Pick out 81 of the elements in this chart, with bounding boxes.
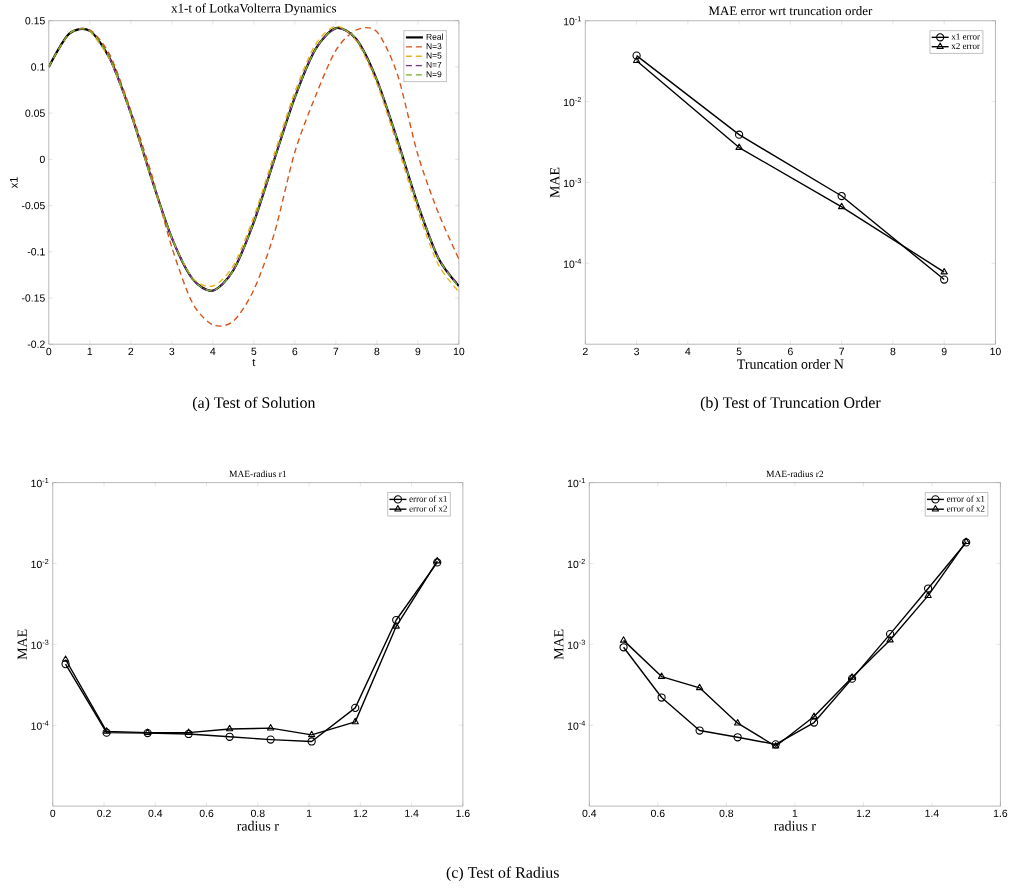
y-tick-label: 10$^{-2}$: [31, 559, 49, 569]
x-tick-label: 0.4: [148, 809, 163, 818]
legend-label: N=5: [426, 52, 442, 59]
x-tick-label: 5: [251, 347, 257, 356]
x-tick-label: 1.4: [405, 809, 419, 817]
y-tick-label: 0.05: [25, 109, 45, 117]
x-tick-label: 2: [128, 347, 134, 356]
legend-label: Real: [426, 33, 443, 40]
x-tick-label: 0.8: [250, 809, 265, 818]
x-tick-label: 3: [169, 347, 175, 356]
x-tick-label: 9: [941, 347, 947, 356]
x-tick-label: 3: [634, 347, 640, 356]
x-tick-label: 0.8: [719, 809, 734, 818]
x-tick-label: 0.6: [650, 809, 665, 818]
x-axis-title: t: [252, 359, 256, 367]
x-tick-label: 5: [736, 347, 742, 356]
x-tick-label: 1.6: [456, 809, 470, 818]
chart-title: MAE-radius r1: [229, 470, 287, 478]
y-tick-label: 0: [39, 155, 45, 164]
x-tick-label: 0: [50, 809, 56, 818]
y-tick-label: 10$^{-1}$: [567, 478, 585, 488]
legend-label: error of x1: [946, 495, 985, 503]
y-axis-title: MAE: [554, 629, 564, 660]
x-tick-label: 0.4: [582, 809, 597, 818]
legend-label: error of x2: [409, 505, 447, 512]
y-tick-label: 0.1: [31, 63, 45, 71]
x-tick-label: 10: [990, 347, 1001, 356]
y-tick-label: -0.1: [27, 248, 45, 256]
y-tick-label: 10$^{-1}$: [31, 478, 49, 488]
legend-label: N=7: [426, 62, 442, 68]
chart-title: MAE error wrt truncation order: [708, 6, 873, 16]
legend-label: error of x2: [946, 505, 985, 512]
y-tick-label: -0.2: [27, 340, 45, 349]
y-tick-label: -0.05: [21, 202, 45, 210]
x-tick-label: 7: [333, 347, 339, 356]
x-axis-title: radius r: [237, 821, 279, 831]
y-tick-label: 10$^{-4}$: [563, 258, 582, 269]
chart-title: MAE-radius r2: [766, 470, 824, 478]
text: (b) Test of Truncation Order: [700, 396, 881, 412]
chart-title: x1-t of LotkaVolterra Dynamics: [171, 3, 337, 16]
x-tick-label: 6: [292, 347, 298, 356]
y-tick-label: 10$^{-2}$: [567, 559, 585, 569]
x-tick-label: 8: [374, 347, 380, 356]
legend-label: N=9: [426, 71, 442, 78]
text: (a) Test of Solution: [192, 396, 316, 412]
x-tick-label: 8: [890, 347, 896, 356]
legend-label: error of x1: [409, 495, 447, 503]
legend-label: N=3: [426, 43, 442, 50]
y-tick-label: 0.15: [25, 17, 45, 25]
legend-label: x2 error: [951, 43, 980, 50]
x-tick-label: 1: [306, 809, 312, 817]
y-tick-label: -0.15: [21, 294, 45, 302]
legend-label: x1 error: [951, 33, 980, 40]
y-axis-title: MAE: [17, 629, 27, 660]
x-tick-label: 4: [685, 347, 691, 356]
y-tick-label: 10$^{-1}$: [563, 16, 581, 26]
x-tick-label: 4: [210, 347, 216, 356]
y-axis-title: MAE: [550, 167, 560, 198]
x-tick-label: 1.6: [993, 809, 1008, 818]
y-tick-label: 10$^{-3}$: [31, 639, 49, 650]
y-tick-label: 10$^{-4}$: [567, 720, 586, 730]
x-tick-label: 1: [87, 347, 93, 356]
y-tick-label: 10$^{-3}$: [563, 178, 581, 188]
x-tick-label: 1: [792, 809, 798, 817]
x-axis-title: Truncation order N: [737, 359, 844, 369]
x-tick-label: 9: [415, 347, 421, 356]
y-axis-title: x1: [10, 177, 18, 189]
x-tick-label: 7: [839, 347, 845, 356]
x-tick-label: 1.2: [856, 809, 871, 818]
x-tick-label: 2: [582, 347, 588, 356]
x-tick-label: 0.2: [97, 809, 111, 818]
x-tick-label: 10: [453, 347, 465, 356]
y-tick-label: 10$^{-2}$: [563, 97, 581, 107]
x-tick-label: 1.4: [925, 809, 939, 817]
x-axis-title: radius r: [774, 821, 816, 831]
y-tick-label: 10$^{-3}$: [567, 639, 585, 650]
text: (c) Test of Radius: [446, 866, 559, 882]
x-tick-label: 6: [788, 347, 793, 356]
x-tick-label: 0.6: [199, 809, 214, 818]
y-tick-label: 10$^{-4}$: [31, 720, 49, 730]
x-tick-label: 1.2: [353, 809, 368, 818]
